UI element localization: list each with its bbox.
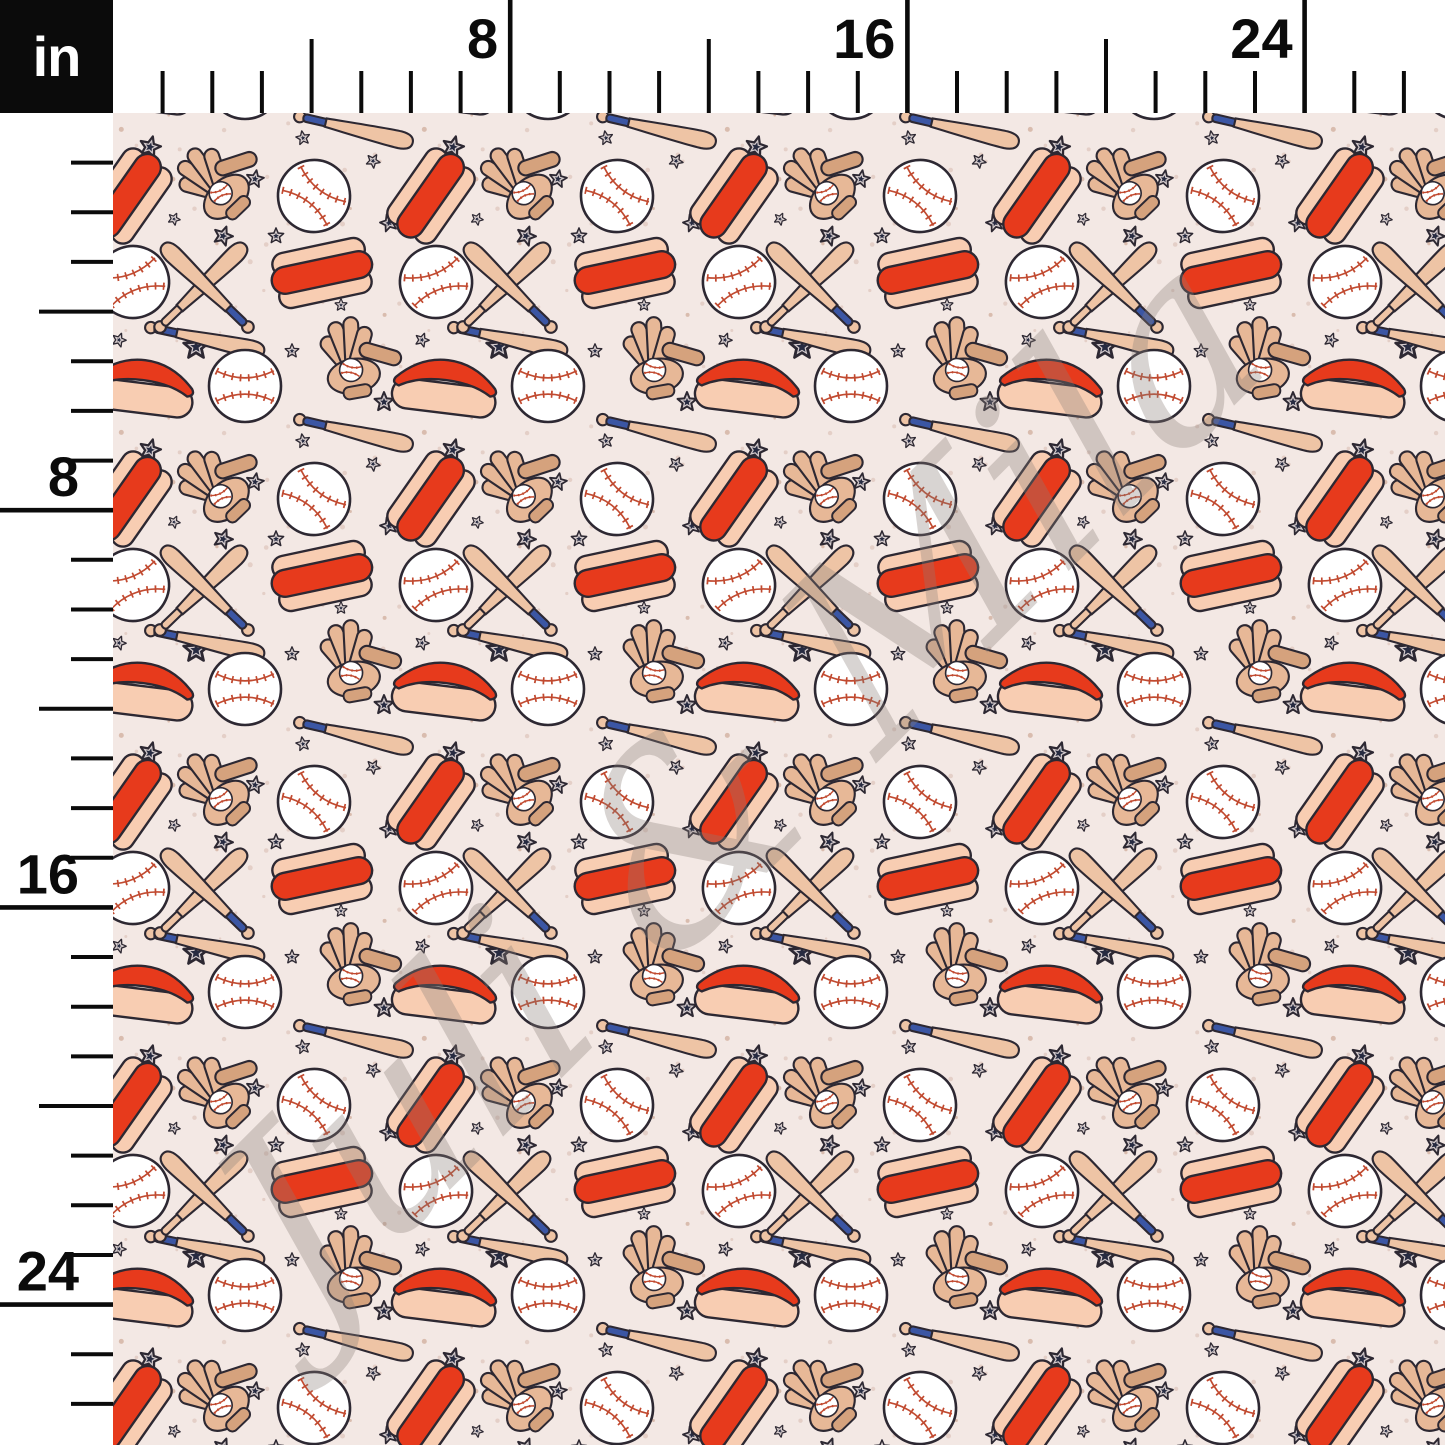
left-ruler: 8 16 24 (0, 113, 113, 1445)
ruler-unit-label: in (32, 24, 82, 88)
ruler-number: 8 (467, 7, 498, 70)
ruler-number: 16 (17, 842, 79, 905)
ruler-numbers: 8 16 24 (467, 7, 1293, 70)
ruler-number: 24 (1230, 7, 1292, 70)
ruler-ticks (0, 160, 113, 1406)
ruler-number: 16 (833, 7, 895, 70)
baseball-pattern-print (113, 113, 1445, 1445)
top-ruler: 8 16 24 (113, 0, 1445, 113)
ruler-unit-box: in (0, 0, 113, 113)
pattern-fill (113, 113, 1445, 1445)
ruler-number: 24 (17, 1240, 79, 1303)
ruler-number: 8 (48, 445, 79, 508)
fabric-swatch: Juli & Mila (113, 113, 1445, 1445)
ruler-ticks (160, 0, 1406, 113)
ruler-numbers: 8 16 24 (17, 445, 79, 1302)
